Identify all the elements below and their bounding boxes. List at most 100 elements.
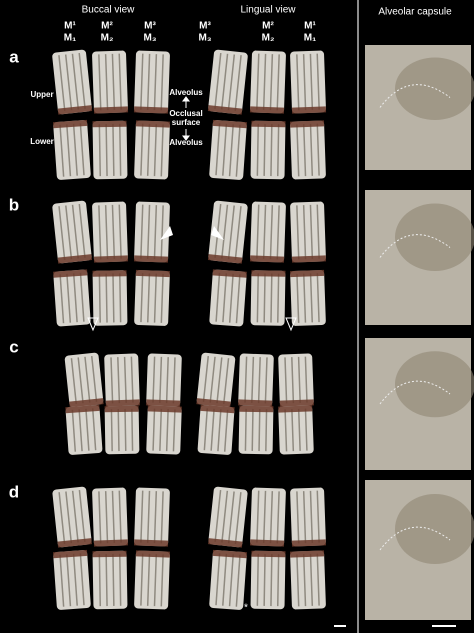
tooth-ridge bbox=[284, 357, 288, 404]
annotation: Lower bbox=[30, 137, 54, 146]
tooth-ridge bbox=[309, 123, 314, 176]
tooth-ridge bbox=[270, 554, 273, 607]
tooth bbox=[278, 353, 314, 407]
tooth-ridge bbox=[153, 273, 158, 323]
tooth-ridge bbox=[302, 54, 307, 111]
stain bbox=[93, 106, 129, 114]
tooth-ridge bbox=[172, 357, 176, 404]
tooth bbox=[146, 405, 182, 455]
capsule-shade bbox=[395, 57, 474, 120]
tooth-ridge bbox=[110, 357, 114, 404]
stain bbox=[93, 255, 129, 263]
tooth-ridge bbox=[58, 55, 66, 111]
tooth-ridge bbox=[140, 123, 144, 176]
tooth-ridge bbox=[235, 124, 241, 177]
tooth-ridge bbox=[309, 553, 314, 606]
tooth-ridge bbox=[251, 408, 254, 451]
tooth bbox=[289, 120, 326, 180]
tooth bbox=[133, 50, 170, 114]
tooth-body bbox=[92, 550, 128, 610]
tooth-body bbox=[134, 201, 170, 263]
tooth-ridge bbox=[257, 357, 261, 404]
tooth-ridge bbox=[316, 53, 320, 110]
tooth-ridge bbox=[65, 205, 73, 260]
tooth-ridge bbox=[302, 273, 307, 323]
tooth-ridge bbox=[98, 124, 102, 177]
tooth-ridge bbox=[159, 408, 163, 451]
tooth-body bbox=[52, 486, 92, 548]
tooth-ridge bbox=[140, 553, 144, 606]
tooth-ridge bbox=[104, 54, 109, 111]
tooth-ridge bbox=[105, 554, 108, 607]
tooth-ridge bbox=[153, 205, 158, 260]
tooth bbox=[290, 269, 326, 326]
tooth-body bbox=[209, 120, 247, 180]
tooth-ridge bbox=[269, 491, 274, 544]
panel-label: a bbox=[9, 47, 19, 66]
tooth-ridge bbox=[296, 273, 300, 323]
tooth-body bbox=[146, 405, 182, 455]
tooth bbox=[290, 487, 327, 547]
tooth-ridge bbox=[316, 204, 320, 259]
stain bbox=[238, 399, 273, 407]
tooth bbox=[92, 201, 129, 263]
tooth-ridge bbox=[165, 409, 169, 452]
stain bbox=[249, 106, 285, 114]
tooth-ridge bbox=[152, 356, 156, 403]
tooth bbox=[92, 120, 128, 180]
stain bbox=[289, 550, 325, 558]
tooth-ridge bbox=[78, 489, 86, 542]
tooth-ridge bbox=[146, 490, 151, 543]
tooth-body bbox=[238, 353, 274, 407]
tooth-ridge bbox=[234, 55, 242, 111]
tooth-ridge bbox=[140, 53, 144, 110]
tooth-ridge bbox=[111, 490, 116, 543]
tooth-ridge bbox=[222, 553, 228, 606]
stain bbox=[133, 539, 169, 547]
tooth-ridge bbox=[118, 204, 122, 259]
tooth bbox=[209, 269, 247, 327]
tooth-body bbox=[290, 270, 326, 326]
tooth-body bbox=[290, 201, 326, 263]
tooth-body bbox=[290, 120, 326, 180]
stain bbox=[207, 254, 243, 264]
tooth-ridge bbox=[140, 273, 144, 323]
tooth-ridge bbox=[304, 408, 308, 451]
tooth-ridge bbox=[104, 491, 109, 544]
tooth bbox=[249, 201, 286, 263]
tooth-ridge bbox=[296, 554, 300, 607]
tooth-ridge bbox=[276, 554, 280, 607]
tooth-body bbox=[290, 50, 326, 114]
tooth-body bbox=[250, 550, 286, 610]
tooth-ridge bbox=[153, 491, 158, 544]
tooth-ridge bbox=[227, 54, 236, 111]
tooth-ridge bbox=[256, 53, 260, 110]
tooth-ridge bbox=[58, 492, 66, 545]
tooth-ridge bbox=[302, 554, 307, 607]
tooth-ridge bbox=[235, 554, 241, 607]
tooth bbox=[92, 487, 129, 547]
tooth-body bbox=[134, 50, 170, 114]
tooth-ridge bbox=[296, 491, 300, 544]
tooth bbox=[196, 352, 236, 408]
tooth-ridge bbox=[66, 554, 72, 607]
tooth-ridge bbox=[228, 554, 234, 607]
tooth-ridge bbox=[316, 553, 320, 606]
tooth-ridge bbox=[72, 553, 78, 606]
capsule-title: Alveolar capsule bbox=[378, 7, 452, 18]
tooth-ridge bbox=[263, 123, 266, 176]
asterisk: * bbox=[244, 603, 248, 614]
tooth-ridge bbox=[64, 54, 73, 111]
tooth-ridge bbox=[98, 273, 101, 323]
tooth-ridge bbox=[124, 408, 127, 451]
tooth bbox=[250, 120, 286, 180]
stain bbox=[291, 106, 327, 114]
tooth-ridge bbox=[210, 408, 215, 451]
tooth-ridge bbox=[291, 409, 295, 452]
arrowheads bbox=[87, 226, 297, 332]
tooth-ridge bbox=[228, 124, 234, 177]
tooth-ridge bbox=[71, 490, 79, 543]
tooth-ridge bbox=[72, 123, 78, 176]
tooth bbox=[134, 269, 170, 326]
stain bbox=[249, 255, 285, 263]
